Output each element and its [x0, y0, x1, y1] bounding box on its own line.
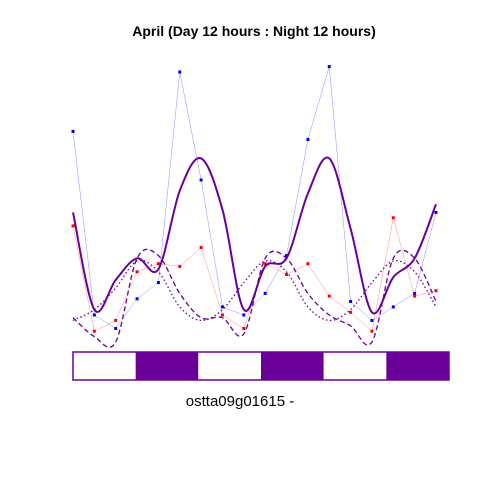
series-1-point-12 — [327, 294, 331, 298]
series-0-point-10 — [285, 254, 289, 258]
bar-segment-night-5 — [386, 352, 449, 380]
series-2 — [72, 156, 437, 315]
chart-title: April (Day 12 hours : Night 12 hours) — [132, 23, 375, 39]
series-0-point-1 — [92, 313, 96, 317]
series-1-point-3 — [135, 270, 139, 274]
bar-border — [72, 351, 450, 381]
series-0-point-13 — [349, 300, 353, 303]
series-0-point-16 — [413, 291, 417, 295]
series-0-point-4 — [156, 281, 160, 285]
series-0-point-17 — [434, 210, 438, 214]
series-0-point-0 — [71, 129, 75, 133]
series-1-point-0 — [71, 224, 75, 228]
series-0-point-14 — [370, 318, 374, 322]
bar-segment-day-2 — [198, 352, 261, 380]
series-1-point-15 — [391, 216, 395, 220]
bar-segment-day-4 — [323, 352, 387, 380]
series-1-point-14 — [370, 329, 374, 333]
series-0-point-5 — [178, 70, 182, 74]
series-1-point-5 — [178, 264, 182, 268]
series-0-point-2 — [114, 327, 118, 330]
series-4 — [72, 259, 437, 322]
series-1-point-1 — [92, 329, 96, 333]
series-0-point-11 — [306, 138, 310, 141]
bar-segment-night-1 — [135, 352, 199, 380]
series-1-point-13 — [349, 310, 353, 314]
gene-label: ostta09g01615 - — [186, 393, 294, 410]
bar-segment-day-0 — [73, 352, 136, 380]
series-0-point-6 — [199, 178, 203, 182]
series-1-point-4 — [156, 262, 160, 266]
series-0-point-15 — [391, 305, 395, 309]
series-1-point-6 — [199, 246, 203, 249]
series-0-point-3 — [135, 297, 139, 301]
series-1-point-2 — [114, 318, 118, 322]
light-dark-bar — [72, 351, 450, 381]
bar-segment-night-3 — [261, 352, 324, 380]
series-1-point-10 — [285, 273, 289, 276]
series-1-point-7 — [220, 313, 224, 317]
series-0-point-9 — [263, 291, 267, 295]
series-0 — [71, 65, 438, 330]
series-2-curve — [72, 156, 437, 315]
series-0-point-8 — [242, 313, 246, 317]
series-1-point-9 — [263, 262, 267, 266]
series-1 — [71, 216, 438, 333]
series-1-point-8 — [242, 327, 246, 330]
series-0-point-7 — [220, 305, 224, 309]
series-0-line — [72, 66, 437, 329]
series-3-curve — [72, 248, 437, 348]
series-0-point-12 — [327, 65, 331, 69]
series-1-point-17 — [434, 289, 438, 293]
series-1-point-11 — [306, 262, 310, 266]
series-4-curve — [72, 259, 437, 322]
series-3 — [72, 248, 437, 348]
series-1-point-16 — [413, 294, 417, 298]
series-layer — [71, 65, 438, 348]
